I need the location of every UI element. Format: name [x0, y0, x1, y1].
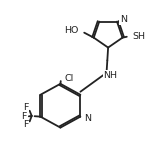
Text: F: F: [23, 103, 29, 112]
Text: NH: NH: [104, 71, 118, 80]
Text: F: F: [23, 120, 29, 129]
Text: Cl: Cl: [64, 74, 73, 83]
Text: HO: HO: [64, 26, 78, 35]
Text: F: F: [21, 112, 26, 121]
Text: N: N: [84, 114, 91, 123]
Text: SH: SH: [132, 32, 145, 41]
Text: N: N: [120, 15, 127, 24]
